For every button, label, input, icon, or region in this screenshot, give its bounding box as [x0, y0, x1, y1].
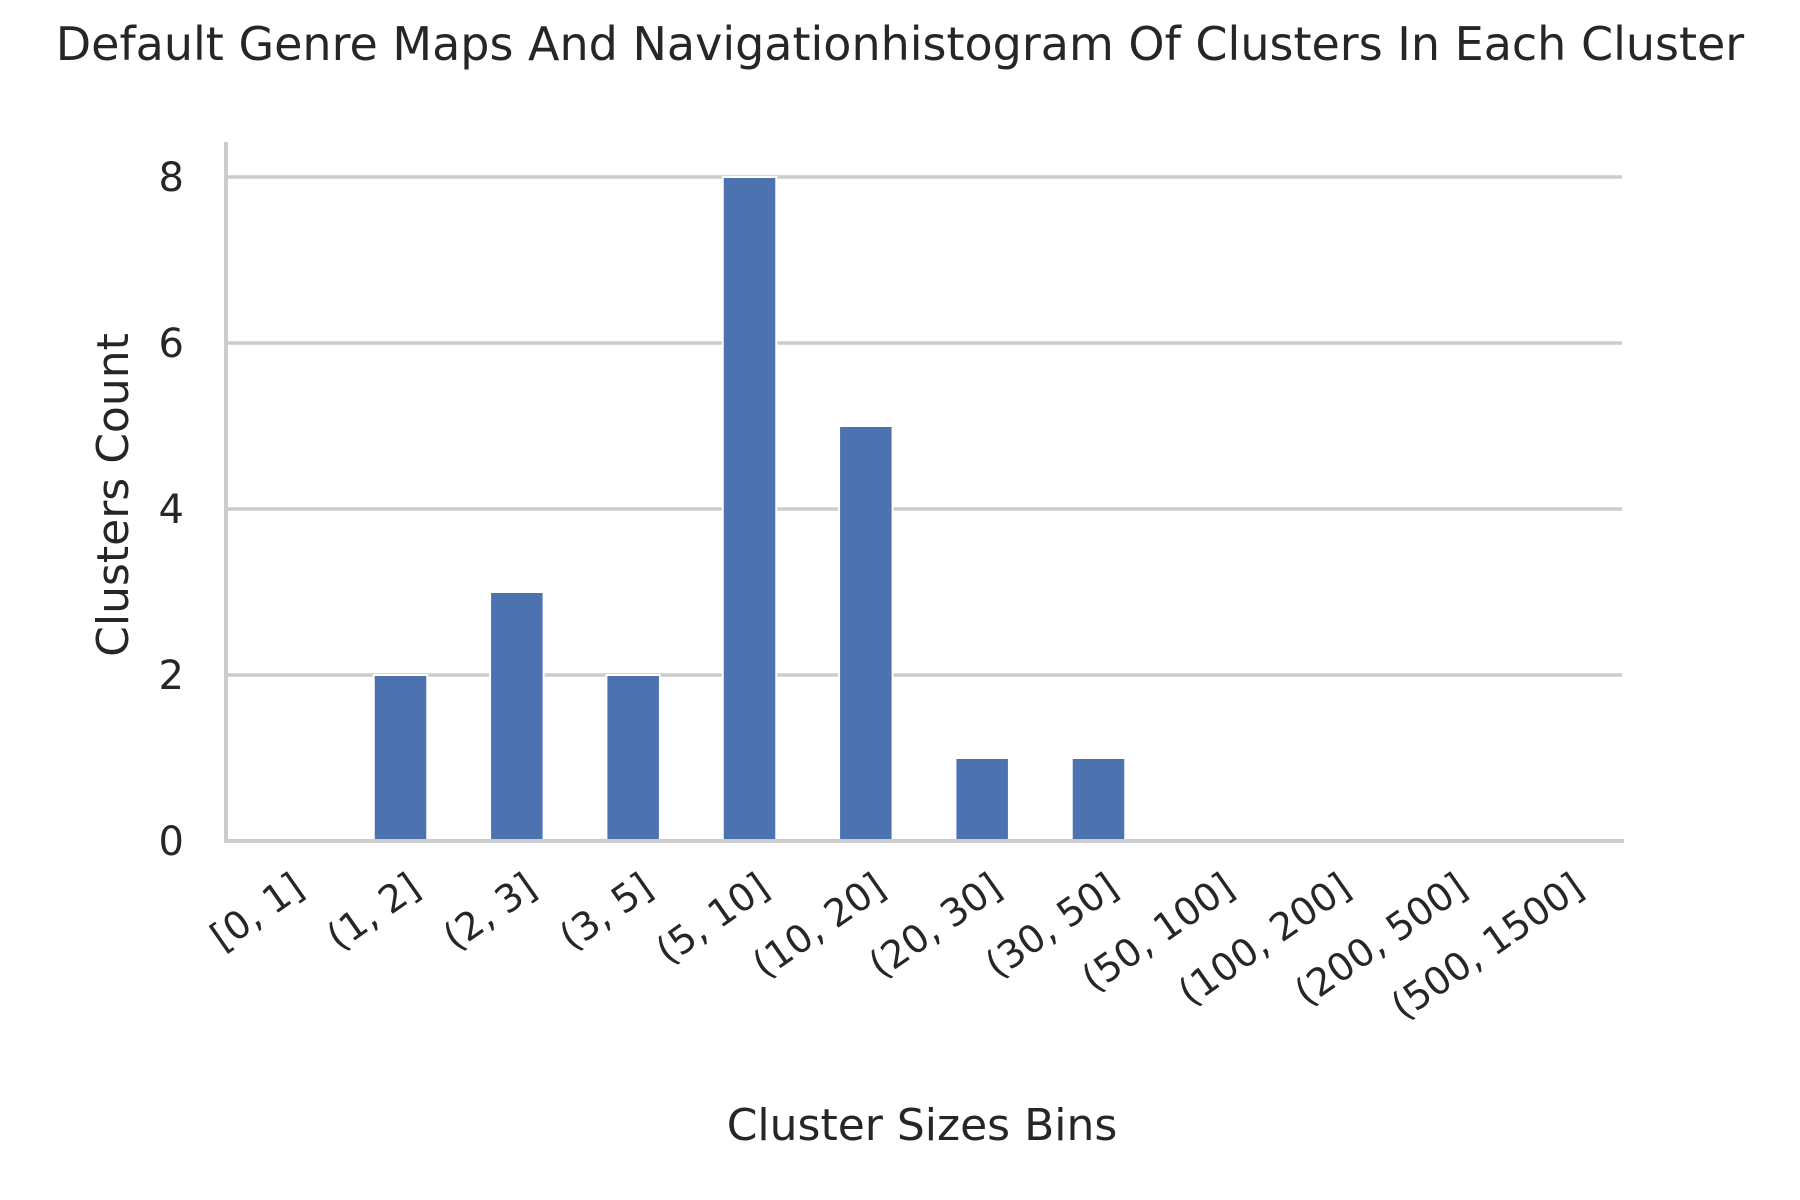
bar — [838, 425, 894, 842]
bar — [605, 674, 661, 842]
y-tick-label: 4 — [159, 487, 184, 533]
y-tick-label: 8 — [159, 155, 184, 201]
x-tick-labels: [0, 1] (1, 2] (2, 3] (3, 5](5, 10](10, 20](… — [202, 864, 1591, 1028]
x-tick-label: (1, 2] — [319, 864, 428, 959]
bar — [489, 591, 545, 842]
x-tick-label: [0, 1] — [202, 864, 311, 959]
chart-title: Default Genre Maps And Navigationhistogr… — [56, 17, 1745, 71]
y-tick-label: 0 — [159, 819, 184, 865]
grid-lines — [226, 175, 1622, 677]
x-tick-label: (20, 30] — [861, 864, 1010, 986]
x-tick-label: (10, 20] — [744, 864, 893, 986]
bar — [372, 674, 429, 842]
y-tick-label: 2 — [159, 653, 184, 699]
y-tick-labels: 0 2 4 6 8 — [159, 155, 184, 865]
bar — [1070, 757, 1127, 842]
y-axis-label: Clusters Count — [88, 333, 139, 657]
x-tick-label: (3, 5] — [551, 864, 660, 959]
x-axis-label: Cluster Sizes Bins — [727, 1100, 1118, 1151]
y-tick-label: 6 — [159, 321, 184, 367]
x-tick-label: (2, 3] — [435, 864, 544, 959]
bar — [721, 176, 778, 842]
bar — [954, 757, 1010, 842]
